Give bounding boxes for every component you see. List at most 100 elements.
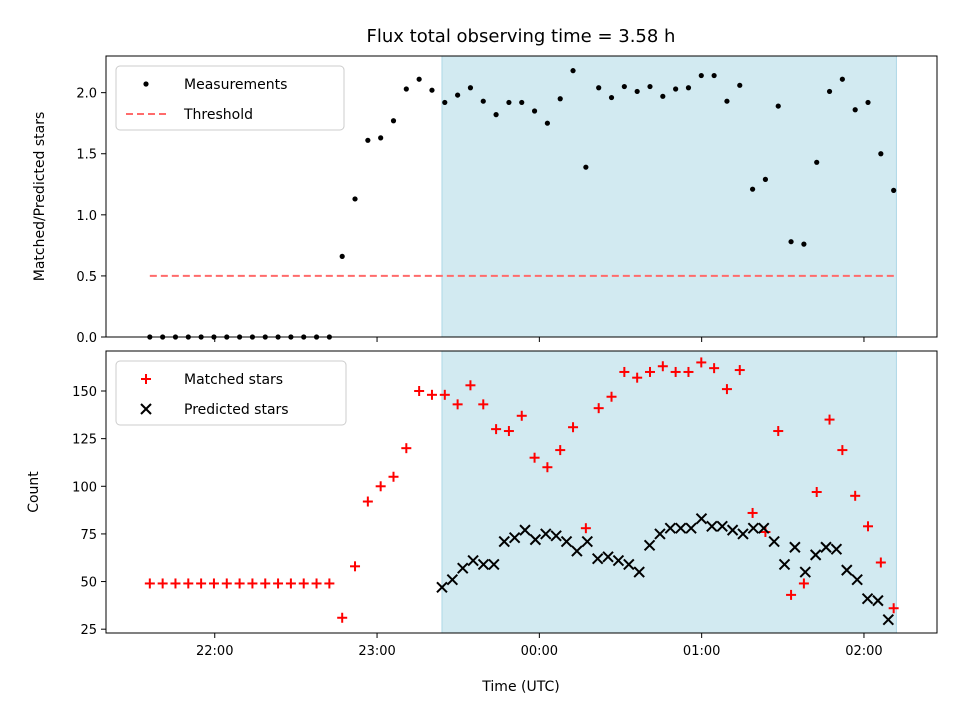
measurement-point [852,107,858,113]
predicted-point [851,573,863,586]
ratio-panel: 0.0 0.5 1.0 1.5 2.0 Matched/Predicted stars Me… [32,55,938,346]
predicted-point [716,520,728,533]
measurement-point [557,96,563,102]
predicted-point [436,581,448,593]
y-tick-label: 0.0 [76,331,97,346]
predicted-point [882,613,895,626]
matched-point [670,366,681,377]
measurement-point [378,135,384,141]
predicted-point [488,558,500,571]
matched-point [388,471,399,482]
matched-point [337,612,348,623]
matched-point [863,521,874,532]
matched-point [555,445,566,456]
predicted-point [706,520,718,533]
axes-frame [105,55,938,338]
predicted-point [477,558,490,571]
measurement-point [403,86,409,92]
measurement-point [762,176,769,182]
predicted-point [789,541,801,553]
measurement-point [891,187,897,193]
matched-point [580,523,591,534]
predicted-point [726,524,739,536]
x-tick-label: 00:00 [521,644,558,659]
y-tick-label: 150 [72,385,97,400]
measurement-point [621,83,627,90]
matched-point [503,426,514,437]
x-tick-label: 02:00 [845,644,882,659]
legend: Measurements Threshold [115,65,345,131]
axes-frame [105,350,938,634]
matched-point [568,422,579,433]
predicted-point [768,535,780,548]
predicted-point [809,549,822,561]
matched-point [657,361,668,372]
y-axis-label: Matched/Predicted stars [32,112,48,282]
legend-label: Threshold [183,107,253,123]
measurement-point [608,94,615,101]
matched-point [632,372,643,383]
matched-point [324,578,335,589]
matched-point [747,507,758,518]
predicted-point [612,554,625,567]
predicted-point [675,522,687,534]
matched-point [196,578,207,589]
predicted-point [830,543,843,555]
matched-point [606,391,617,402]
predicted-point [664,522,677,534]
matched-point [644,366,655,377]
matched-point [798,578,809,589]
predicted-point [446,573,459,586]
predicted-point [498,535,510,548]
predicted-point [571,545,583,557]
measurement-point [826,88,833,95]
predicted-point [820,541,832,553]
predicted-point [758,522,770,534]
legend-marker-x [140,403,152,415]
matched-point [529,452,540,463]
measurement-point [506,99,512,106]
legend-marker-dot [143,81,149,87]
x-tick-label: 23:00 [358,644,395,659]
measurement-point [788,239,794,245]
predicted-point [591,552,604,565]
measurement-point [531,108,538,114]
measurement-point [711,72,717,79]
measurement-point [480,98,486,104]
predicted-point [540,528,552,540]
matched-point [298,578,309,589]
matched-point [811,487,822,497]
measurement-point [390,118,397,124]
matched-point [888,603,899,614]
count-panel: 25 50 75 100 125 150 22:00 23:00 00:00 01:00 02:00… [26,350,938,659]
measurement-point [519,99,525,106]
matched-point [260,578,271,589]
matched-point [311,578,322,589]
legend-marker-plus [141,374,151,384]
predicted-point [841,564,853,576]
legend-box [115,65,345,131]
legend-label: Predicted stars [184,402,289,418]
y-tick-label: 0.5 [76,270,97,285]
measurement-point [685,85,692,91]
y-tick-label: 50 [80,576,97,591]
measurement-point [493,112,499,118]
measurement-point [775,103,781,109]
matched-point [273,578,284,589]
predicted-point [529,533,542,546]
predicted-point [861,592,874,605]
chart-title: Flux total observing time = 3.58 h [367,26,676,47]
matched-point [465,380,476,391]
y-tick-label: 25 [80,623,97,638]
observing-window-shade [441,55,897,338]
y-tick-label: 100 [72,480,97,495]
matched-point [683,366,694,377]
matched-point [593,403,604,414]
matched-point [350,561,361,572]
x-tick-label: 22:00 [196,644,233,659]
predicted-point [519,524,531,536]
y-tick-label: 1.0 [76,209,97,224]
matched-point [144,578,155,589]
x-axis-label: Time (UTC) [481,679,559,695]
matched-point [170,578,181,589]
